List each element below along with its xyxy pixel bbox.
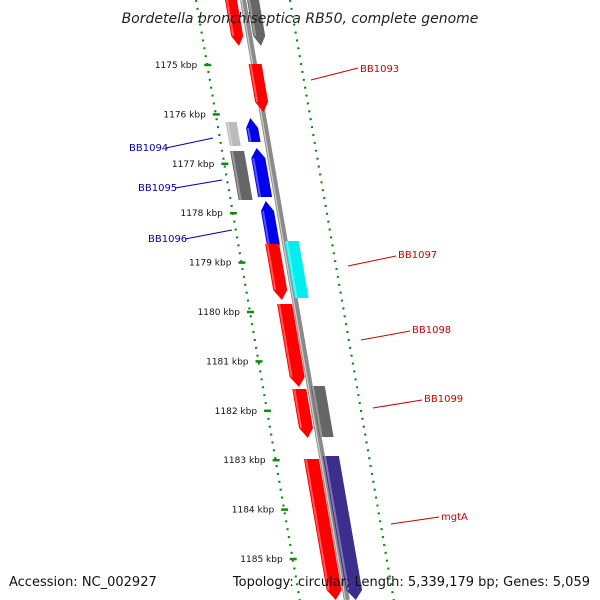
accession-text: Accession: NC_002927 (9, 575, 157, 590)
gene-label-leader (372, 399, 423, 409)
ruler-lines (194, 0, 395, 600)
genome-summary: Topology: circular; Length: 5,339,179 bp… (232, 575, 590, 590)
gene-feature-gray-2[interactable] (230, 151, 253, 200)
gene-label-bb1097[interactable]: BB1097 (398, 250, 437, 261)
gene-feature-highlight (285, 241, 298, 298)
gene-feature-highlight (323, 456, 350, 590)
ruler-tick-label: 1175 kbp (155, 61, 198, 71)
gene-feature-gray-3[interactable] (310, 386, 334, 437)
gene-label-mgta[interactable]: mgtA (441, 512, 468, 523)
ruler-tick-label: 1179 kbp (189, 259, 232, 269)
gene-feature-bb1099[interactable] (292, 389, 313, 438)
gene-features (223, 0, 363, 600)
gene-feature-highlight (231, 151, 242, 200)
ruler-tick-label: 1184 kbp (232, 506, 275, 516)
ruler-tick-label: 1183 kbp (223, 456, 266, 466)
gene-label-leader (310, 67, 359, 81)
ruler-tick-label: 1176 kbp (163, 110, 206, 120)
gene-feature-bb1094-gray[interactable] (225, 122, 241, 146)
ruler-tick-label: 1178 kbp (180, 209, 223, 219)
gene-feature-highlight (247, 128, 252, 142)
gene-label-bb1099[interactable]: BB1099 (424, 394, 463, 405)
ruler-line-right (288, 0, 395, 600)
gene-label-bb1093[interactable]: BB1093 (360, 64, 399, 75)
gene-feature-forward[interactable] (223, 0, 244, 46)
ruler-line-left (194, 0, 301, 600)
gene-feature-bb1094[interactable] (246, 118, 261, 142)
ruler-tick-label: 1182 kbp (215, 407, 258, 417)
gene-label-leader (390, 516, 440, 525)
gene-feature-bb1095[interactable] (251, 148, 273, 197)
gene-feature-highlight (311, 386, 323, 437)
ruler-ticks: 1175 kbp 1176 kbp 1177 kbp 1178 kbp 1179 kbp… (155, 61, 297, 565)
gene-feature-highlight (252, 158, 262, 197)
gene-label-leader (184, 229, 233, 240)
ruler-tick-label: 1181 kbp (206, 357, 249, 367)
gene-feature-mgta[interactable] (322, 456, 363, 600)
gene-feature-bb1097[interactable] (265, 244, 288, 300)
gene-feature-highlight (249, 64, 259, 102)
gene-feature-bb1096[interactable] (261, 201, 280, 245)
gene-feature-bb1093[interactable] (248, 64, 269, 112)
gene-feature-highlight (266, 244, 277, 290)
gene-feature-highlight (226, 122, 233, 146)
gene-label-leader (360, 330, 411, 341)
ruler-tick-label: 1185 kbp (240, 555, 283, 565)
gene-label-leader (174, 179, 223, 189)
gene-feature-cyan[interactable] (284, 241, 309, 298)
gene-feature-highlight (293, 389, 302, 428)
map-title: Bordetella bronchiseptica RB50, complete… (122, 11, 479, 27)
gene-feature-mgta-red[interactable] (303, 459, 342, 600)
gene-feature-highlight (278, 304, 293, 377)
gene-label-bb1094[interactable]: BB1094 (129, 143, 168, 154)
gene-feature-highlight (248, 0, 257, 36)
gene-feature-highlight (226, 0, 235, 36)
gene-feature-bb1098[interactable] (277, 304, 305, 387)
gene-labels: BB1093 BB1094 BB1095 BB1096 BB1097 BB1098 BB10… (129, 64, 468, 525)
gene-feature-highlight (304, 459, 330, 590)
gene-label-bb1096[interactable]: BB1096 (148, 234, 187, 245)
gene-label-bb1095[interactable]: BB1095 (138, 183, 177, 194)
gene-label-leader (347, 255, 397, 267)
gene-feature-gray[interactable] (245, 0, 266, 46)
gene-label-leader (165, 137, 214, 149)
ruler-tick-label: 1177 kbp (172, 160, 215, 170)
gene-label-bb1098[interactable]: BB1098 (412, 325, 451, 336)
gene-feature-highlight (262, 211, 270, 245)
ruler-tick-label: 1180 kbp (198, 308, 241, 318)
